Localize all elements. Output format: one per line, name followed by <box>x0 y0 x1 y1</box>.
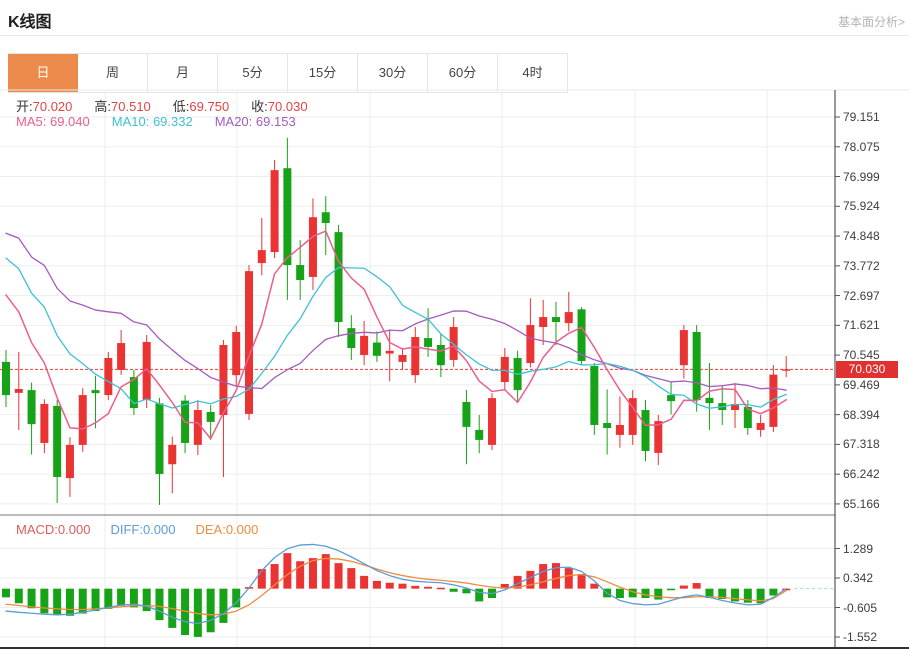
ma10-value: MA10: 69.332 <box>111 114 193 129</box>
y-axis-label: 74.848 <box>843 229 880 244</box>
tab-month[interactable]: 月 <box>148 54 218 92</box>
ohlc-readout: 开:70.020 高:70.510 低:69.750 收:70.030 <box>16 96 308 115</box>
y-axis-label: -0.605 <box>843 600 878 615</box>
tab-60min[interactable]: 60分 <box>428 54 498 92</box>
tab-5min[interactable]: 5分 <box>218 54 288 92</box>
y-axis-label: 78.075 <box>843 139 880 154</box>
y-axis-label: 66.242 <box>843 467 880 482</box>
low-value: 低:69.750 <box>172 99 230 114</box>
macd-readout: MACD:0.000 DIFF:0.000 DEA:0.000 <box>16 522 258 537</box>
tab-4hour[interactable]: 4时 <box>498 54 568 92</box>
page-title: K线图 <box>8 14 52 31</box>
tab-week[interactable]: 周 <box>78 54 148 92</box>
header-divider <box>0 35 909 36</box>
y-axis-label: 79.151 <box>843 110 880 124</box>
close-value: 收:70.030 <box>251 99 308 114</box>
ma5-value: MA5: 69.040 <box>16 114 90 129</box>
diff-value: DIFF:0.000 <box>110 522 176 537</box>
period-tabs: 日 周 月 5分 15分 30分 60分 4时 <box>8 53 568 93</box>
y-axis-label: 70.545 <box>843 348 880 363</box>
macd-value: MACD:0.000 <box>16 522 91 537</box>
tab-15min[interactable]: 15分 <box>288 54 358 92</box>
fundamental-analysis-link[interactable]: 基本面分析> <box>837 15 905 29</box>
y-axis-label: 1.289 <box>843 541 874 556</box>
high-value: 高:70.510 <box>94 99 151 114</box>
tab-30min[interactable]: 30分 <box>358 54 428 92</box>
tab-day[interactable]: 日 <box>8 54 78 92</box>
y-axis-label: 76.999 <box>843 169 880 184</box>
y-axis-label: 67.318 <box>843 437 880 452</box>
y-axis-label: 65.166 <box>843 496 880 511</box>
y-axis-label: 72.697 <box>843 288 880 303</box>
y-axis-label: 73.772 <box>843 258 880 273</box>
y-axis-label: -1.552 <box>843 630 878 644</box>
y-axis-label: 71.621 <box>843 318 880 333</box>
open-value: 开:70.020 <box>16 99 73 114</box>
ma-readout: MA5: 69.040 MA10: 69.332 MA20: 69.153 <box>16 114 296 129</box>
dea-value: DEA:0.000 <box>195 522 259 537</box>
y-axis-label: 75.924 <box>843 199 880 214</box>
ma20-value: MA20: 69.153 <box>214 114 296 129</box>
y-axis-label: 69.469 <box>843 377 880 392</box>
y-axis-label: 0.342 <box>843 571 874 585</box>
y-axis-label: 68.394 <box>843 407 880 422</box>
last-price-badge: 70.030 <box>836 361 898 379</box>
